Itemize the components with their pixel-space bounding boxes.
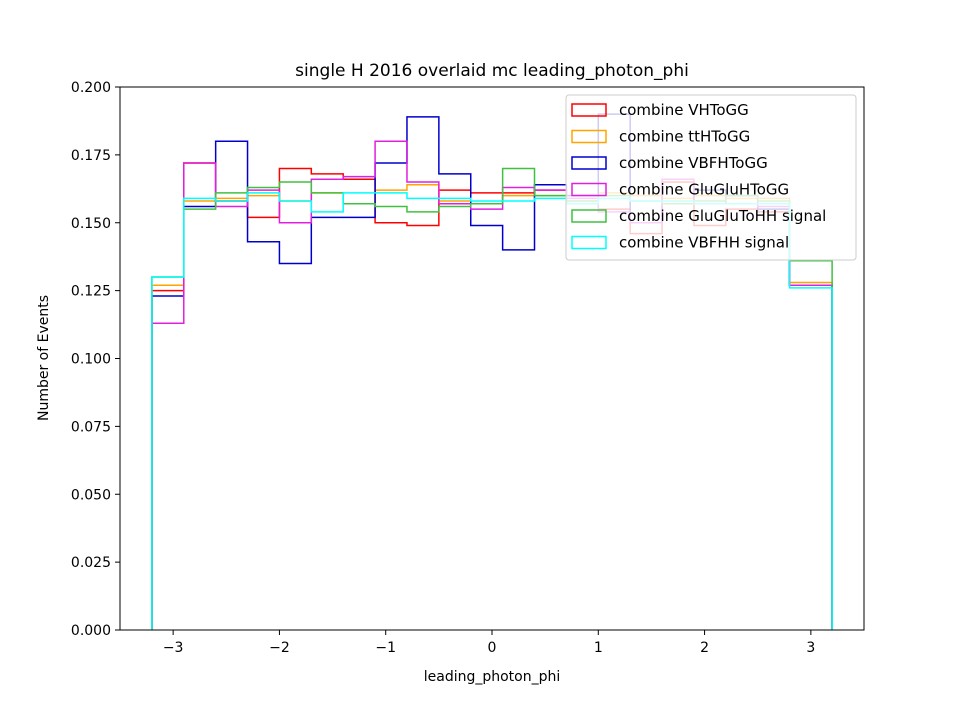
x-tick-label: −3 [163,640,184,656]
legend-swatch [571,129,607,144]
legend-label: combine GluGluHToGG [619,181,789,199]
y-tick-label: 0.100 [71,352,111,368]
x-tick-label: 0 [488,640,497,656]
y-tick-label: 0.025 [71,555,111,571]
y-axis: 0.000 0.025 0.050 0.075 0.100 0.125 0.150 0.175… [71,80,120,639]
y-tick-label: 0.125 [71,284,111,300]
legend-swatch [571,209,607,223]
legend-label: combine VBFHToGG [619,154,768,172]
legend-label: combine GluGluToHH signal [619,207,826,225]
legend-label: combine VBFHH signal [619,234,789,252]
legend-swatch [571,235,607,250]
y-tick-label: 0.075 [71,419,111,435]
x-tick-label: −1 [375,640,396,656]
chart-title: single H 2016 overlaid mc leading_photon… [295,61,689,81]
legend-label: combine VHToGG [619,101,749,119]
y-tick-label: 0.200 [71,80,111,96]
x-axis-label: leading_photon_phi [424,669,561,685]
y-axis-label: Number of Events [36,295,52,421]
x-tick-label: 2 [700,640,709,656]
y-tick-label: 0.050 [71,487,111,503]
legend-box [565,94,857,261]
x-axis: −3 −2 −1 0 1 2 3 [163,630,815,656]
legend-swatch [571,182,607,197]
y-tick-label: 0.175 [71,148,111,164]
legend-swatch [571,103,607,117]
x-tick-label: 3 [806,640,815,656]
y-tick-label: 0.150 [71,216,111,232]
x-tick-label: −2 [269,640,290,656]
legend-label: combine ttHToGG [619,128,750,146]
legend-swatch [571,156,607,170]
legend: combine VHToGG combine ttHToGG combine VBF… [565,94,857,261]
x-tick-label: 1 [594,640,603,656]
y-tick-label: 0.000 [71,623,111,639]
